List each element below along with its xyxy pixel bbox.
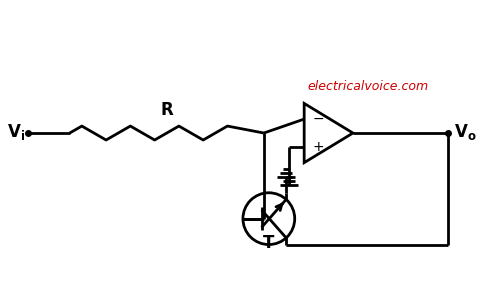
Text: $\mathbf{V_i}$: $\mathbf{V_i}$ [7,122,25,142]
Text: −: − [312,112,323,126]
Text: +: + [312,140,323,154]
Text: R: R [160,101,173,119]
Text: electricalvoice.com: electricalvoice.com [307,80,428,93]
Text: T: T [263,234,274,251]
Text: $\mathbf{V_o}$: $\mathbf{V_o}$ [453,122,476,142]
